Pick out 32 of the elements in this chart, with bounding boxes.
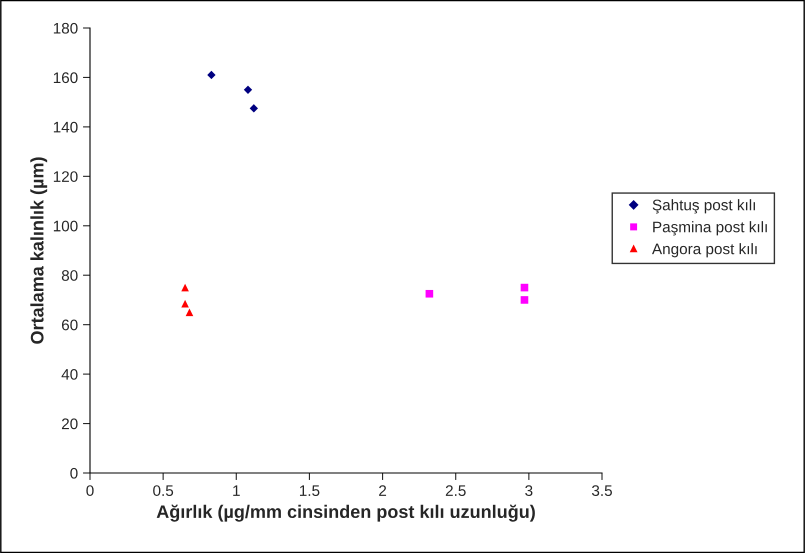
y-tick-label: 180: [54, 22, 78, 34]
x-tick-label: 0: [86, 485, 94, 496]
point: [244, 86, 252, 94]
y-tick-label: 0: [70, 468, 78, 479]
y-tick-label: 140: [54, 122, 78, 133]
y-tick-label: 100: [54, 220, 78, 232]
x-tick-label: 3: [525, 485, 532, 496]
point: [520, 284, 528, 292]
y-tick-label: 160: [54, 72, 78, 84]
legend-label: Şahtuş post kılı: [652, 199, 755, 214]
point: [181, 300, 189, 308]
point: [186, 308, 194, 316]
legend-label: Angora post kılı: [652, 243, 757, 258]
x-tick-label: 1.5: [300, 485, 320, 496]
x-tick-label: 3.5: [592, 485, 612, 496]
point: [426, 290, 434, 298]
y-axis-title: Ortalama kalınlık (µm): [30, 157, 48, 344]
y-tick-label: 20: [62, 418, 78, 430]
point: [250, 104, 258, 113]
y-tick-label: 40: [62, 368, 78, 380]
x-tick-label: 2: [379, 485, 386, 496]
x-tick-label: 1: [233, 485, 240, 496]
y-tick-label: 120: [54, 171, 78, 182]
legend-label: Paşmina post kılı: [653, 221, 767, 236]
x-tick-label: 0.5: [153, 485, 174, 496]
x-axis-title: Ağırlık (µg/mm cinsinden post kılı uzunluğu): [156, 504, 535, 522]
point: [207, 70, 216, 80]
x-tick-label: 2.5: [446, 485, 466, 496]
y-tick-label: 60: [62, 320, 78, 330]
point: [520, 296, 528, 304]
point: [181, 284, 189, 292]
y-tick-label: 80: [62, 270, 78, 281]
